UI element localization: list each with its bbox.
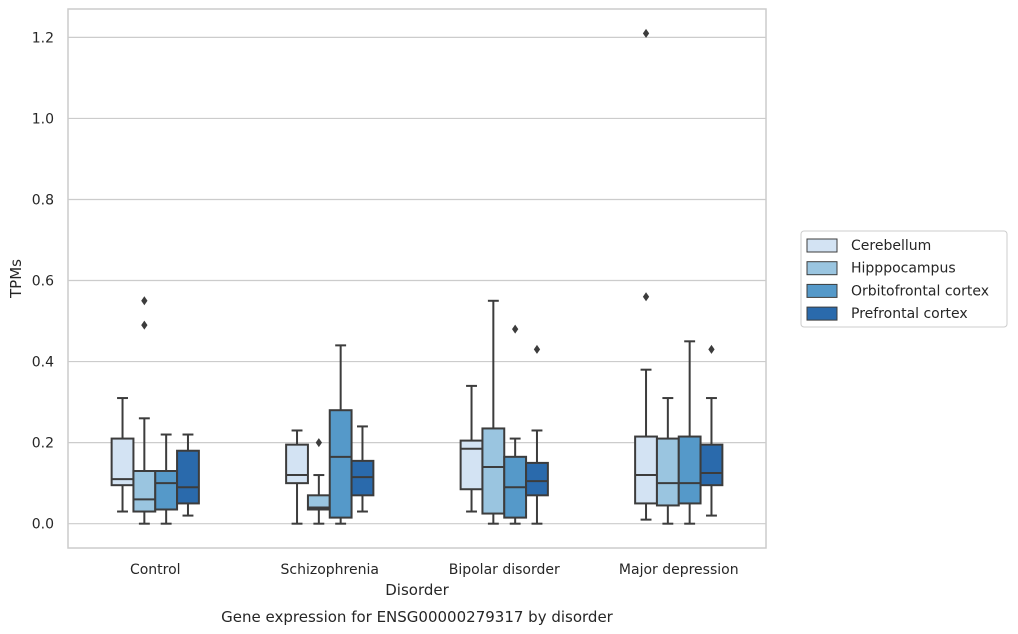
legend-swatch: [806, 261, 838, 276]
legend-entry-label: Hipppocampus: [851, 261, 956, 277]
box-body: [285, 443, 309, 485]
box-prefrontal-cortex: [525, 344, 549, 525]
box-body: [634, 435, 658, 505]
legend: Cerebellum Hipppocampus Orbitofrontal cort…: [800, 230, 1008, 328]
box-hipppocampus: [306, 438, 331, 525]
box-prefrontal-cortex: [350, 425, 375, 513]
y-tick-label: 0.0: [32, 517, 54, 533]
box-series: [110, 28, 724, 525]
box-body: [154, 470, 179, 511]
box-orbitofrontal-cortex: [154, 433, 179, 525]
outlier-point: [141, 320, 148, 330]
gridlines: [68, 36, 766, 525]
outlier-point: [512, 324, 519, 334]
box-cerebellum: [459, 384, 484, 513]
legend-entry-label: Orbitofrontal cortex: [851, 283, 989, 299]
y-axis-ticks: 0.0 0.2 0.4 0.6 0.8 1.0 1.2: [32, 30, 54, 532]
box-body: [350, 459, 375, 497]
y-tick-label: 0.8: [32, 192, 54, 208]
box-cerebellum: [634, 28, 658, 521]
legend-entry-label: Prefrontal cortex: [851, 306, 968, 322]
box-body: [132, 470, 157, 513]
box-cerebellum: [285, 429, 309, 525]
box-body: [655, 437, 680, 507]
box-orbitofrontal-cortex: [677, 340, 702, 525]
outlier-point: [642, 292, 650, 302]
box-prefrontal-cortex: [699, 344, 724, 517]
outlier-point: [642, 28, 650, 38]
outlier-point: [533, 344, 541, 354]
box-hipppocampus: [132, 296, 157, 525]
y-axis-label: TPMs: [7, 259, 25, 299]
x-tick-label: Control: [130, 562, 181, 578]
box-body: [677, 435, 702, 505]
box-orbitofrontal-cortex: [328, 344, 353, 525]
box-hipppocampus: [481, 299, 506, 525]
chart-title: Gene expression for ENSG00000279317 by d…: [221, 608, 614, 626]
y-tick-label: 1.0: [32, 111, 54, 127]
box-body: [481, 427, 506, 515]
legend-swatch: [806, 306, 838, 321]
x-tick-label: Schizophrenia: [281, 562, 379, 578]
y-tick-label: 0.6: [32, 274, 54, 290]
outlier-point: [315, 438, 322, 448]
box-body: [328, 409, 353, 519]
legend-entry-label: Cerebellum: [851, 238, 931, 254]
box-cerebellum: [110, 397, 135, 513]
box-body: [110, 437, 135, 487]
box-body: [176, 449, 200, 505]
plot-frame: [67, 8, 767, 549]
x-axis-label: Disorder: [385, 581, 449, 599]
outlier-point: [141, 296, 148, 306]
box-prefrontal-cortex: [176, 433, 200, 517]
box-body: [699, 443, 724, 487]
x-axis-ticks: Control Schizophrenia Bipolar disorder Majo…: [130, 562, 739, 578]
outlier-point: [708, 344, 715, 354]
legend-swatch: [806, 238, 838, 253]
y-tick-label: 0.4: [32, 355, 54, 371]
box-orbitofrontal-cortex: [503, 324, 528, 525]
legend-frame: [800, 230, 1008, 328]
box-hipppocampus: [655, 397, 680, 525]
box-body: [525, 461, 549, 497]
x-tick-label: Bipolar disorder: [449, 562, 560, 578]
legend-swatch: [806, 283, 838, 298]
y-tick-label: 0.2: [32, 436, 54, 452]
y-tick-label: 1.2: [32, 30, 54, 46]
x-tick-label: Major depression: [619, 562, 739, 578]
